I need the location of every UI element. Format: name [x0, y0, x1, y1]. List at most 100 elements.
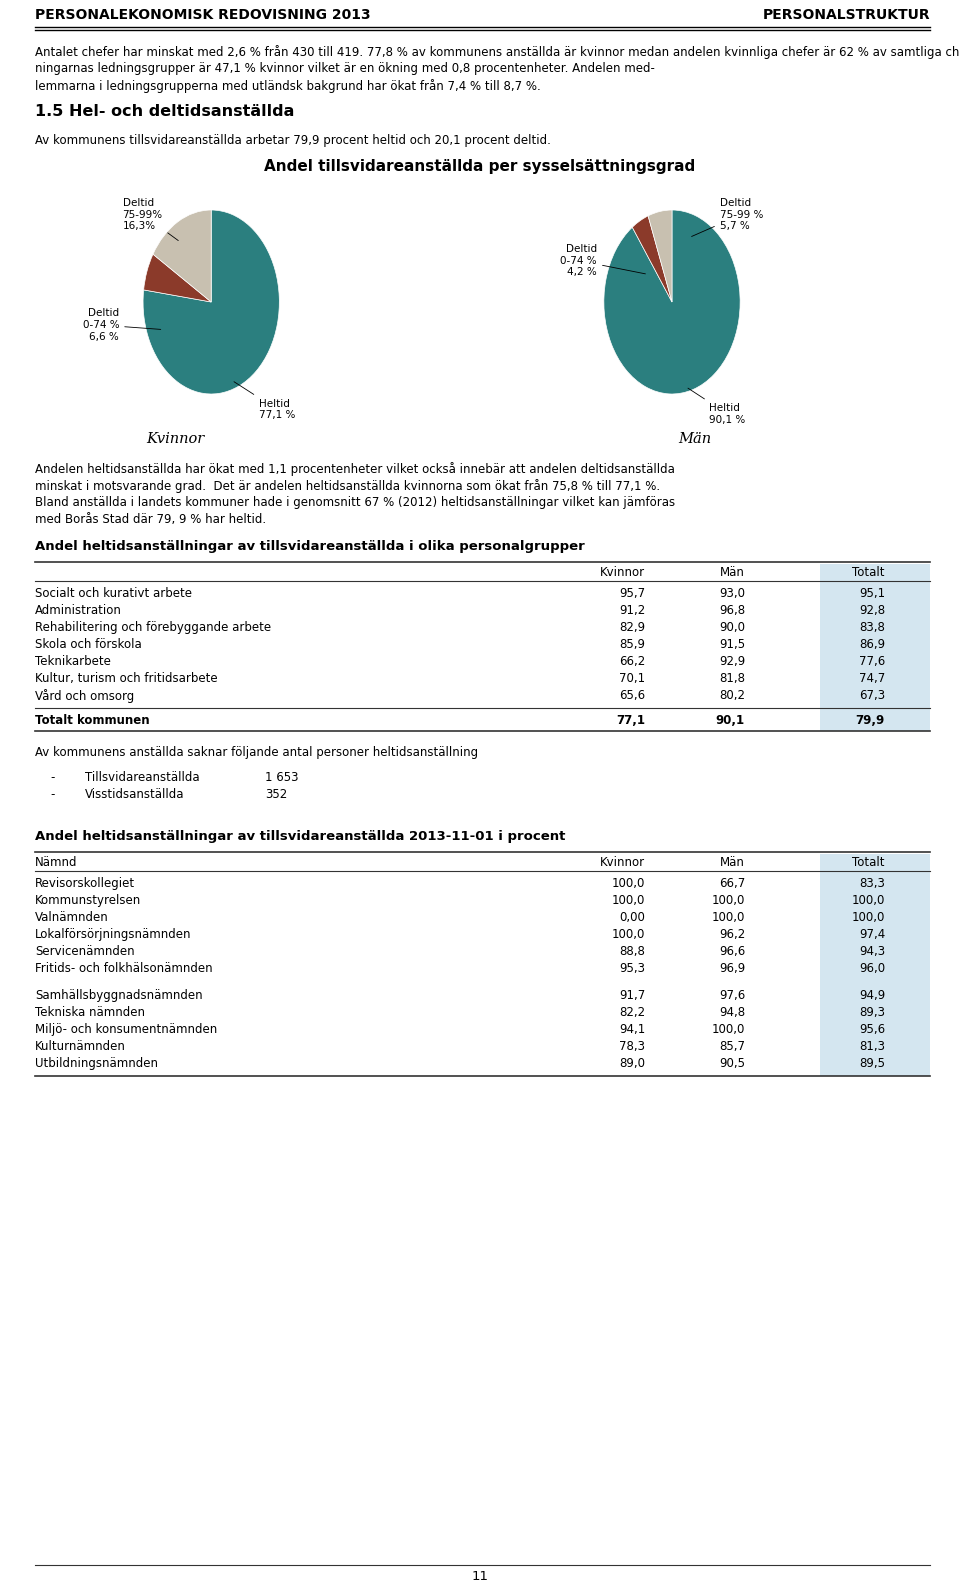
- Text: 95,1: 95,1: [859, 586, 885, 601]
- Text: -: -: [50, 771, 55, 784]
- Text: Vård och omsorg: Vård och omsorg: [35, 690, 134, 703]
- Text: PERSONALSTRUKTUR: PERSONALSTRUKTUR: [762, 8, 930, 22]
- Text: 91,7: 91,7: [619, 989, 645, 1002]
- Text: Rehabilitering och förebyggande arbete: Rehabilitering och förebyggande arbete: [35, 621, 271, 634]
- Text: 97,4: 97,4: [859, 929, 885, 941]
- Wedge shape: [143, 210, 279, 393]
- Text: Andel heltidsanställningar av tillsvidareanställda i olika personalgrupper: Andel heltidsanställningar av tillsvidar…: [35, 540, 585, 553]
- Text: minskat i motsvarande grad.  Det är andelen heltidsanställda kvinnorna som ökat : minskat i motsvarande grad. Det är andel…: [35, 479, 660, 492]
- Text: Heltid
77,1 %: Heltid 77,1 %: [234, 382, 296, 421]
- Text: 89,3: 89,3: [859, 1007, 885, 1020]
- Text: Andel heltidsanställningar av tillsvidareanställda 2013-11-01 i procent: Andel heltidsanställningar av tillsvidar…: [35, 830, 565, 843]
- Text: 83,8: 83,8: [859, 621, 885, 634]
- Wedge shape: [648, 210, 672, 303]
- Text: 95,7: 95,7: [619, 586, 645, 601]
- Text: Administration: Administration: [35, 604, 122, 616]
- Text: Tekniska nämnden: Tekniska nämnden: [35, 1007, 145, 1020]
- Text: Deltid
75-99%
16,3%: Deltid 75-99% 16,3%: [123, 198, 179, 241]
- Text: Utbildningsnämnden: Utbildningsnämnden: [35, 1058, 158, 1070]
- Text: 90,0: 90,0: [719, 621, 745, 634]
- Text: 92,9: 92,9: [719, 655, 745, 667]
- Text: 95,3: 95,3: [619, 962, 645, 975]
- Text: 97,6: 97,6: [719, 989, 745, 1002]
- Text: Nämnd: Nämnd: [35, 855, 78, 870]
- Text: 94,9: 94,9: [859, 989, 885, 1002]
- Text: 66,2: 66,2: [619, 655, 645, 667]
- Text: Samhällsbyggnadsnämnden: Samhällsbyggnadsnämnden: [35, 989, 203, 1002]
- Text: 96,0: 96,0: [859, 962, 885, 975]
- Text: 86,9: 86,9: [859, 639, 885, 652]
- Text: Teknikarbete: Teknikarbete: [35, 655, 110, 667]
- Text: Servicenämnden: Servicenämnden: [35, 945, 134, 957]
- Text: 88,8: 88,8: [619, 945, 645, 957]
- Bar: [820, 854, 930, 1075]
- Text: Andelen heltidsanställda har ökat med 1,1 procentenheter vilket också innebär at: Andelen heltidsanställda har ökat med 1,…: [35, 462, 675, 476]
- Text: 85,7: 85,7: [719, 1040, 745, 1053]
- Text: Kvinnor: Kvinnor: [146, 432, 204, 446]
- Text: 67,3: 67,3: [859, 690, 885, 703]
- Text: 100,0: 100,0: [852, 894, 885, 906]
- Text: Kvinnor: Kvinnor: [600, 855, 645, 870]
- Text: 77,1: 77,1: [616, 714, 645, 726]
- Text: 74,7: 74,7: [859, 672, 885, 685]
- Text: Totalt kommunen: Totalt kommunen: [35, 714, 150, 726]
- Text: 0,00: 0,00: [619, 911, 645, 924]
- Text: 96,6: 96,6: [719, 945, 745, 957]
- Text: Män: Män: [679, 432, 711, 446]
- Text: 90,1: 90,1: [716, 714, 745, 726]
- Text: lemmarna i ledningsgrupperna med utländsk bakgrund har ökat från 7,4 % till 8,7 : lemmarna i ledningsgrupperna med utländs…: [35, 80, 540, 92]
- Text: 82,2: 82,2: [619, 1007, 645, 1020]
- Text: 100,0: 100,0: [711, 1023, 745, 1035]
- Wedge shape: [633, 215, 672, 303]
- Text: Kvinnor: Kvinnor: [600, 566, 645, 578]
- Text: Av kommunens anställda saknar följande antal personer heltidsanställning: Av kommunens anställda saknar följande a…: [35, 746, 478, 758]
- Text: -: -: [50, 789, 55, 801]
- Text: 11: 11: [471, 1571, 489, 1583]
- Text: Kommunstyrelsen: Kommunstyrelsen: [35, 894, 141, 906]
- Text: 89,0: 89,0: [619, 1058, 645, 1070]
- Text: Kulturnämnden: Kulturnämnden: [35, 1040, 126, 1053]
- Text: PERSONALEKONOMISK REDOVISNING 2013: PERSONALEKONOMISK REDOVISNING 2013: [35, 8, 371, 22]
- Text: Tillsvidareanställda: Tillsvidareanställda: [85, 771, 200, 784]
- Text: 96,9: 96,9: [719, 962, 745, 975]
- Text: 100,0: 100,0: [711, 911, 745, 924]
- Text: 79,9: 79,9: [855, 714, 885, 726]
- Text: 80,2: 80,2: [719, 690, 745, 703]
- Text: Heltid
90,1 %: Heltid 90,1 %: [688, 389, 746, 425]
- Text: 90,5: 90,5: [719, 1058, 745, 1070]
- Text: 1.5 Hel- och deltidsanställda: 1.5 Hel- och deltidsanställda: [35, 104, 295, 119]
- Text: 96,2: 96,2: [719, 929, 745, 941]
- Text: Totalt: Totalt: [852, 855, 885, 870]
- Text: 95,6: 95,6: [859, 1023, 885, 1035]
- Text: 81,8: 81,8: [719, 672, 745, 685]
- Text: Bland anställda i landets kommuner hade i genomsnitt 67 % (2012) heltidsanställn: Bland anställda i landets kommuner hade …: [35, 495, 675, 510]
- Text: 352: 352: [265, 789, 287, 801]
- Text: 92,8: 92,8: [859, 604, 885, 616]
- Text: 94,1: 94,1: [619, 1023, 645, 1035]
- Text: 91,2: 91,2: [619, 604, 645, 616]
- Text: Antalet chefer har minskat med 2,6 % från 430 till 419. 77,8 % av kommunens anst: Antalet chefer har minskat med 2,6 % frå…: [35, 45, 960, 59]
- Text: 89,5: 89,5: [859, 1058, 885, 1070]
- Text: 91,5: 91,5: [719, 639, 745, 652]
- Text: 77,6: 77,6: [859, 655, 885, 667]
- Text: Valnämnden: Valnämnden: [35, 911, 108, 924]
- Wedge shape: [604, 210, 740, 393]
- Text: 94,8: 94,8: [719, 1007, 745, 1020]
- Text: med Borås Stad där 79, 9 % har heltid.: med Borås Stad där 79, 9 % har heltid.: [35, 513, 266, 526]
- Text: Revisorskollegiet: Revisorskollegiet: [35, 878, 135, 890]
- Text: 93,0: 93,0: [719, 586, 745, 601]
- Text: 81,3: 81,3: [859, 1040, 885, 1053]
- Text: 100,0: 100,0: [852, 911, 885, 924]
- Text: 100,0: 100,0: [711, 894, 745, 906]
- Text: Deltid
0-74 %
6,6 %: Deltid 0-74 % 6,6 %: [83, 309, 160, 341]
- Text: 83,3: 83,3: [859, 878, 885, 890]
- Text: 100,0: 100,0: [612, 894, 645, 906]
- Text: ningarnas ledningsgrupper är 47,1 % kvinnor vilket är en ökning med 0,8 procente: ningarnas ledningsgrupper är 47,1 % kvin…: [35, 62, 655, 75]
- Text: 96,8: 96,8: [719, 604, 745, 616]
- Text: Kultur, turism och fritidsarbete: Kultur, turism och fritidsarbete: [35, 672, 218, 685]
- Text: 82,9: 82,9: [619, 621, 645, 634]
- Text: Deltid
0-74 %
4,2 %: Deltid 0-74 % 4,2 %: [561, 244, 645, 277]
- Text: 78,3: 78,3: [619, 1040, 645, 1053]
- Text: Andel tillsvidareanställda per sysselsättningsgrad: Andel tillsvidareanställda per sysselsät…: [264, 159, 696, 174]
- Text: Män: Män: [720, 566, 745, 578]
